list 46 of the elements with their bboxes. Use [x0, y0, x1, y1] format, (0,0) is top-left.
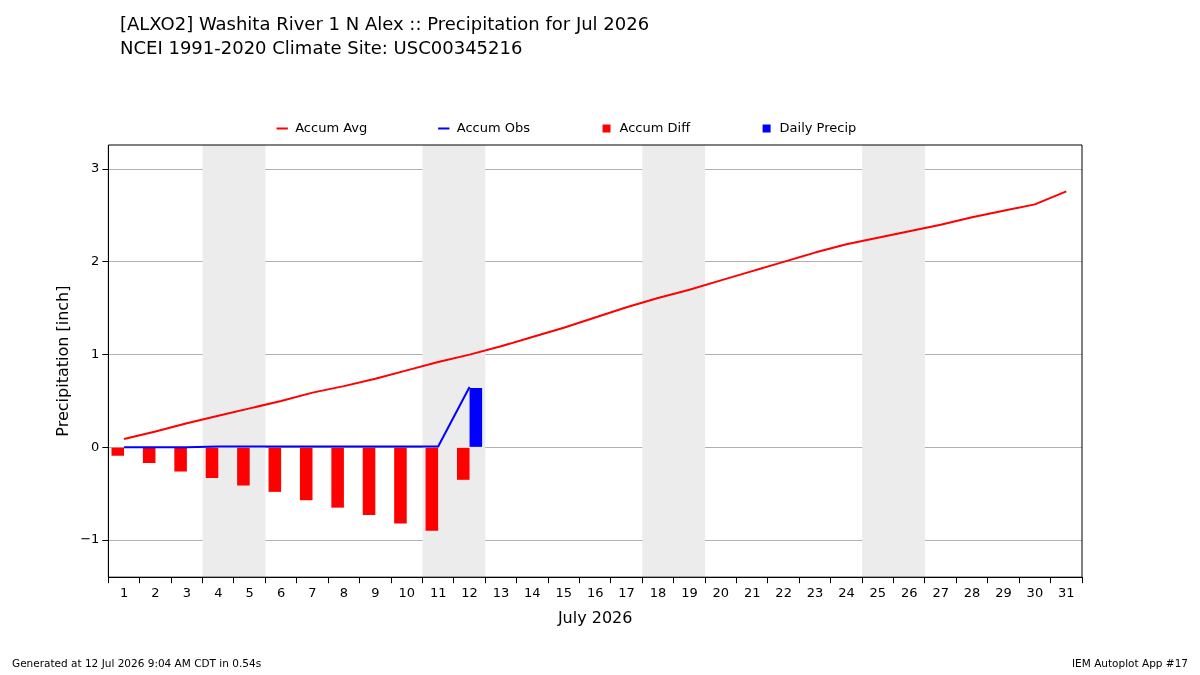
x-tick-label: 21	[743, 585, 761, 601]
x-tick-label: 18	[649, 585, 667, 601]
x-tick-label: 24	[838, 585, 855, 601]
y-tick-label: 0	[91, 438, 100, 454]
x-tick-label: 8	[339, 585, 349, 601]
x-tick-label: 3	[182, 585, 192, 601]
x-tick-label: 14	[524, 585, 541, 601]
y-axis-title: Precipitation [inch]	[52, 285, 72, 437]
chart-title: [ALXO2] Washita River 1 N Alex :: Precipitation for Jul 2026	[120, 12, 650, 36]
x-tick-label: 26	[900, 585, 918, 601]
y-tick-label: 1	[91, 345, 100, 361]
legend-label: Accum Obs	[456, 119, 531, 135]
x-tick-label: 23	[806, 585, 824, 601]
x-tick-label: 5	[245, 585, 254, 601]
x-axis-title: July 2026	[556, 607, 633, 627]
x-tick-label: 28	[963, 585, 981, 601]
chart-subtitle: NCEI 1991-2020 Climate Site: USC00345216	[120, 36, 524, 60]
legend-label: Accum Diff	[619, 119, 692, 135]
x-tick-label: 9	[371, 585, 380, 601]
x-tick-label: 25	[869, 585, 887, 601]
x-tick-label: 30	[1026, 585, 1044, 601]
x-tick-label: 27	[932, 585, 949, 601]
x-tick-label: 6	[276, 585, 286, 601]
x-tick-label: 31	[1058, 585, 1075, 601]
x-tick-label: 10	[398, 585, 416, 601]
y-tick-label: −1	[80, 531, 100, 547]
x-tick-label: 16	[586, 585, 604, 601]
legend-label: Accum Avg	[295, 119, 368, 135]
x-tick-label: 2	[151, 585, 160, 601]
x-tick-label: 4	[214, 585, 223, 601]
x-tick-label: 11	[429, 585, 447, 601]
text: Generated at 12 Jul 2026 9:04 AM CDT in 0.54s	[12, 657, 262, 669]
x-tick-label: 15	[555, 585, 573, 601]
x-tick-label: 7	[308, 585, 317, 601]
text: IEM Autoplot App #17	[1072, 657, 1188, 669]
x-tick-label: 22	[775, 585, 792, 601]
y-tick-label: 2	[91, 253, 100, 269]
y-tick-label: 3	[91, 160, 100, 176]
x-tick-label: 20	[712, 585, 730, 601]
x-tick-label: 1	[119, 585, 129, 601]
x-tick-label: 19	[681, 585, 698, 601]
x-tick-label: 17	[618, 585, 635, 601]
legend-label: Daily Precip	[779, 119, 857, 135]
x-tick-label: 29	[995, 585, 1012, 601]
x-tick-label: 13	[492, 585, 510, 601]
x-tick-label: 12	[461, 585, 478, 601]
